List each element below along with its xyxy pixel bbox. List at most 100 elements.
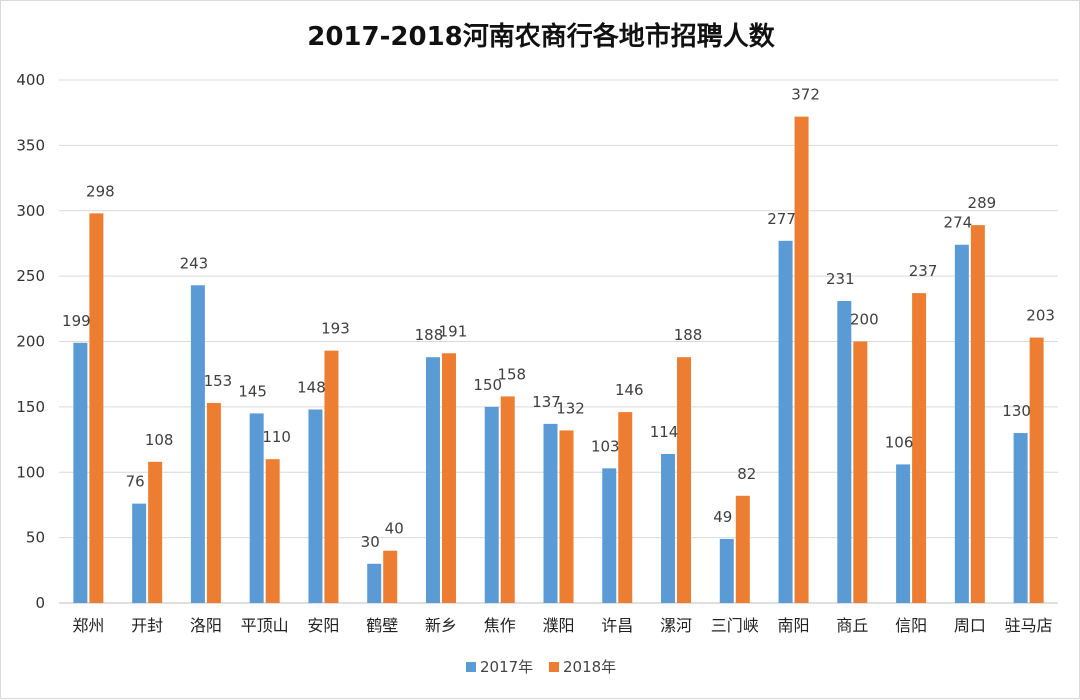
x-tick-label: 濮阳 <box>542 616 574 635</box>
bar <box>206 402 221 603</box>
x-tick-label: 鹤壁 <box>366 616 398 635</box>
bar <box>383 550 398 603</box>
data-label: 132 <box>556 399 585 417</box>
data-label: 108 <box>145 431 174 449</box>
data-label: 49 <box>713 508 732 526</box>
data-label: 193 <box>321 320 350 338</box>
data-label: 243 <box>180 254 209 272</box>
x-tick-label: 郑州 <box>72 616 104 635</box>
data-label: 148 <box>297 378 326 396</box>
bar <box>618 412 633 603</box>
bar <box>249 413 264 603</box>
data-label: 145 <box>238 382 267 400</box>
bar <box>1029 337 1044 603</box>
x-tick-label: 南阳 <box>778 616 810 635</box>
bar <box>735 495 750 603</box>
bar <box>794 116 809 604</box>
legend-label: 2017年 <box>480 658 533 676</box>
data-label: 200 <box>850 311 879 329</box>
data-label: 40 <box>385 520 404 538</box>
data-label: 146 <box>615 381 644 399</box>
x-tick-label: 周口 <box>954 616 986 635</box>
data-labels: 1992987610824315314511014819330401881911… <box>62 86 1055 551</box>
y-axis-ticks: 0 50 100 150 200 250 300 350 400 <box>16 71 45 612</box>
bar <box>661 453 676 603</box>
gridlines <box>59 79 1058 604</box>
x-tick-label: 三门峡 <box>711 616 759 635</box>
data-label: 153 <box>204 372 233 390</box>
bar <box>837 300 852 603</box>
data-label: 199 <box>62 312 91 330</box>
y-tick-label: 200 <box>16 333 45 351</box>
data-label: 203 <box>1026 307 1055 325</box>
data-label: 114 <box>650 423 679 441</box>
data-label: 82 <box>737 465 756 483</box>
x-tick-label: 平顶山 <box>241 616 289 635</box>
bar <box>1013 433 1028 603</box>
data-label: 130 <box>1002 402 1031 420</box>
bar <box>853 341 868 603</box>
x-tick-label: 驻马店 <box>1005 616 1053 635</box>
bar <box>954 244 969 603</box>
data-label: 137 <box>532 393 561 411</box>
bar <box>602 468 617 603</box>
bar <box>543 423 558 603</box>
y-tick-label: 250 <box>16 267 45 285</box>
x-tick-label: 安阳 <box>307 616 339 635</box>
bar <box>559 430 574 603</box>
data-label: 188 <box>415 326 444 344</box>
bar <box>367 563 382 603</box>
bar <box>132 503 147 603</box>
bar <box>73 342 88 603</box>
data-label: 298 <box>86 182 115 200</box>
data-label: 231 <box>826 270 855 288</box>
y-tick-label: 0 <box>35 594 45 612</box>
bar <box>265 459 280 603</box>
x-tick-label: 新乡 <box>425 616 457 635</box>
x-tick-label: 开封 <box>131 616 163 635</box>
bar <box>308 409 323 603</box>
bar <box>89 213 104 604</box>
bar <box>970 225 985 603</box>
bar <box>719 538 734 603</box>
data-label: 277 <box>767 210 796 228</box>
bar <box>778 240 793 603</box>
bar <box>324 350 339 603</box>
data-label: 103 <box>591 437 620 455</box>
bar <box>677 357 692 603</box>
legend: 2017年 2018年 <box>466 658 616 676</box>
x-tick-label: 漯河 <box>660 616 692 635</box>
data-label: 110 <box>262 428 291 446</box>
y-tick-label: 150 <box>16 398 45 416</box>
y-tick-label: 400 <box>16 71 45 89</box>
data-label: 274 <box>944 214 973 232</box>
x-tick-label: 洛阳 <box>190 616 222 635</box>
x-tick-label: 信阳 <box>895 616 927 635</box>
chart-title: 2017-2018河南农商行各地市招聘人数 <box>307 21 776 52</box>
bar <box>148 461 163 603</box>
bar <box>912 293 927 603</box>
legend-swatch <box>549 662 559 672</box>
data-label: 106 <box>885 433 914 451</box>
x-tick-label: 焦作 <box>484 616 516 635</box>
bar <box>190 285 205 603</box>
legend-swatch <box>466 662 476 672</box>
data-label: 76 <box>126 473 145 491</box>
data-label: 30 <box>361 533 380 551</box>
y-tick-label: 50 <box>26 529 45 547</box>
legend-label: 2018年 <box>563 658 616 676</box>
bar <box>500 396 515 603</box>
x-tick-label: 许昌 <box>601 616 633 635</box>
data-label: 158 <box>497 365 526 383</box>
bar <box>484 406 499 603</box>
x-axis-ticks: 郑州 开封 洛阳 平顶山 安阳 鹤壁 新乡 焦作 濮阳 许昌 漯河 三门峡 南阳 商丘 信阳 周口 驻马店 <box>72 616 1052 635</box>
y-tick-label: 100 <box>16 463 45 481</box>
bars <box>73 116 1044 604</box>
bar <box>441 353 456 603</box>
data-label: 237 <box>909 262 938 280</box>
bar <box>425 357 440 603</box>
data-label: 188 <box>674 326 703 344</box>
y-tick-label: 350 <box>16 136 45 154</box>
